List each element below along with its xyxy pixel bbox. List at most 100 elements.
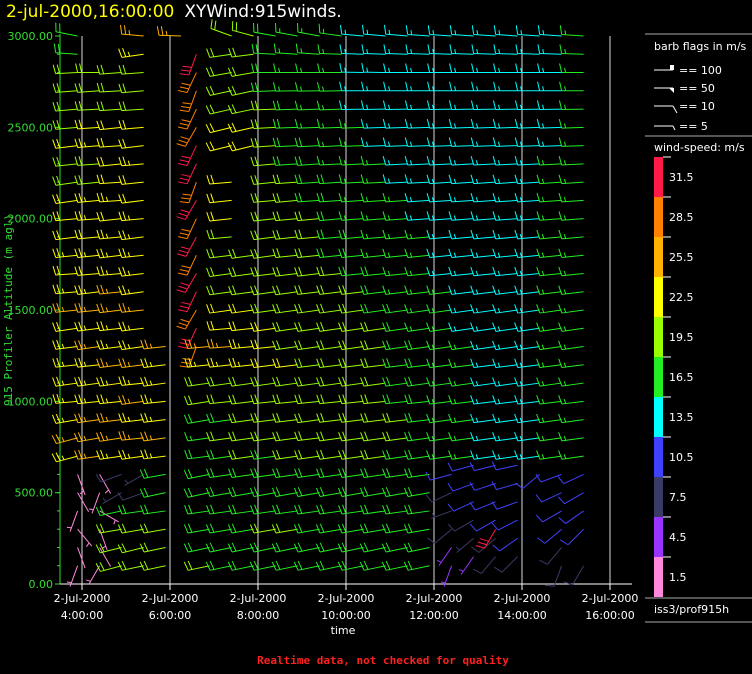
wind-barb (55, 22, 78, 37)
wind-barb (536, 211, 562, 221)
barb-half (104, 489, 109, 494)
wind-barb (294, 248, 320, 258)
wind-barb (471, 25, 496, 37)
wind-barb (470, 266, 496, 277)
barb-full (470, 285, 475, 295)
barb-full (205, 561, 211, 571)
wind-barb (360, 303, 386, 314)
wind-barb (118, 138, 144, 149)
barb-half (366, 86, 369, 91)
wind-barb (316, 192, 342, 203)
wind-barb (448, 322, 474, 332)
barb-full (404, 248, 409, 258)
barb-shaft (253, 31, 276, 37)
barb-full (140, 339, 145, 349)
wind-barb (537, 44, 562, 55)
barb-half (127, 416, 131, 422)
barb-full (52, 64, 57, 74)
wind-barb (448, 192, 474, 203)
barb-full (205, 543, 211, 553)
barb-shaft (544, 528, 562, 544)
barb-full (558, 322, 563, 332)
barb-half (388, 29, 391, 35)
barb-full (250, 377, 255, 387)
barb-full (537, 537, 546, 544)
barb-full (360, 211, 365, 221)
wind-barb (426, 100, 452, 110)
barb-shaft (561, 126, 584, 129)
wind-barb (294, 431, 320, 442)
barb-full (361, 24, 365, 35)
wind-barb (250, 156, 276, 167)
title-product: XYWind:915winds. (184, 2, 342, 22)
barb-full (122, 285, 127, 295)
wind-barb (448, 377, 474, 387)
barb-half (497, 381, 501, 386)
barb-half (497, 141, 501, 147)
barb-half (83, 435, 87, 441)
barb-full (492, 432, 497, 442)
barb-full (100, 358, 105, 368)
barb-full (228, 413, 233, 423)
barb-full (95, 506, 101, 516)
y-tick-label: 0.00 (29, 578, 54, 591)
barb-full (254, 394, 259, 404)
barb-full (492, 229, 497, 240)
barb-full (209, 85, 215, 95)
barb-full (78, 156, 83, 166)
barb-full (179, 122, 189, 126)
barb-half (149, 343, 153, 349)
barb-shaft (319, 108, 342, 111)
wind-barb (514, 100, 540, 110)
barb-full (118, 267, 123, 277)
wind-barb (404, 322, 430, 332)
barb-half (322, 49, 325, 54)
barb-full (250, 432, 255, 442)
x-tick-time: 12:00:00 (409, 609, 458, 622)
barb-full (272, 193, 277, 203)
barb-half (458, 569, 464, 572)
wind-barb (338, 285, 364, 295)
barb-full (449, 63, 453, 73)
barb-full (210, 267, 215, 277)
barb-full (342, 449, 347, 459)
barb-shaft (539, 52, 562, 55)
barb-shaft (341, 52, 364, 55)
barb-full (558, 192, 563, 203)
barb-full (471, 25, 475, 35)
wind-barb (228, 468, 254, 478)
barb-full (558, 100, 563, 110)
wind-barb (338, 137, 364, 147)
wind-barb (404, 412, 430, 423)
barb-full (78, 285, 83, 295)
barb-half (453, 160, 457, 165)
barb-full (118, 340, 123, 350)
barb-full (227, 561, 233, 571)
wind-barb (316, 358, 342, 368)
barb-full (514, 340, 519, 350)
barb-half (455, 546, 461, 551)
wind-barb (227, 141, 254, 152)
wind-barb (558, 100, 584, 110)
barb-full (426, 100, 431, 110)
barb-half (519, 417, 523, 423)
barb-full (360, 468, 365, 478)
barb-full (470, 156, 475, 166)
barb-full (672, 105, 678, 114)
barb-full (209, 487, 215, 496)
barb-full (558, 119, 563, 129)
wind-barb (96, 376, 122, 387)
x-tick-time: 8:00:00 (237, 609, 279, 622)
wind-barb (536, 248, 562, 258)
barb-half (475, 178, 479, 184)
wind-barb (294, 303, 320, 314)
barb-full (122, 230, 127, 240)
barb-full (294, 285, 299, 295)
barb-half (86, 579, 91, 582)
barb-full (471, 44, 475, 54)
barb-full (297, 487, 303, 496)
barb-half (83, 453, 87, 459)
barb-full (210, 193, 215, 203)
wind-barb (250, 303, 276, 314)
wind-barb (77, 547, 86, 569)
